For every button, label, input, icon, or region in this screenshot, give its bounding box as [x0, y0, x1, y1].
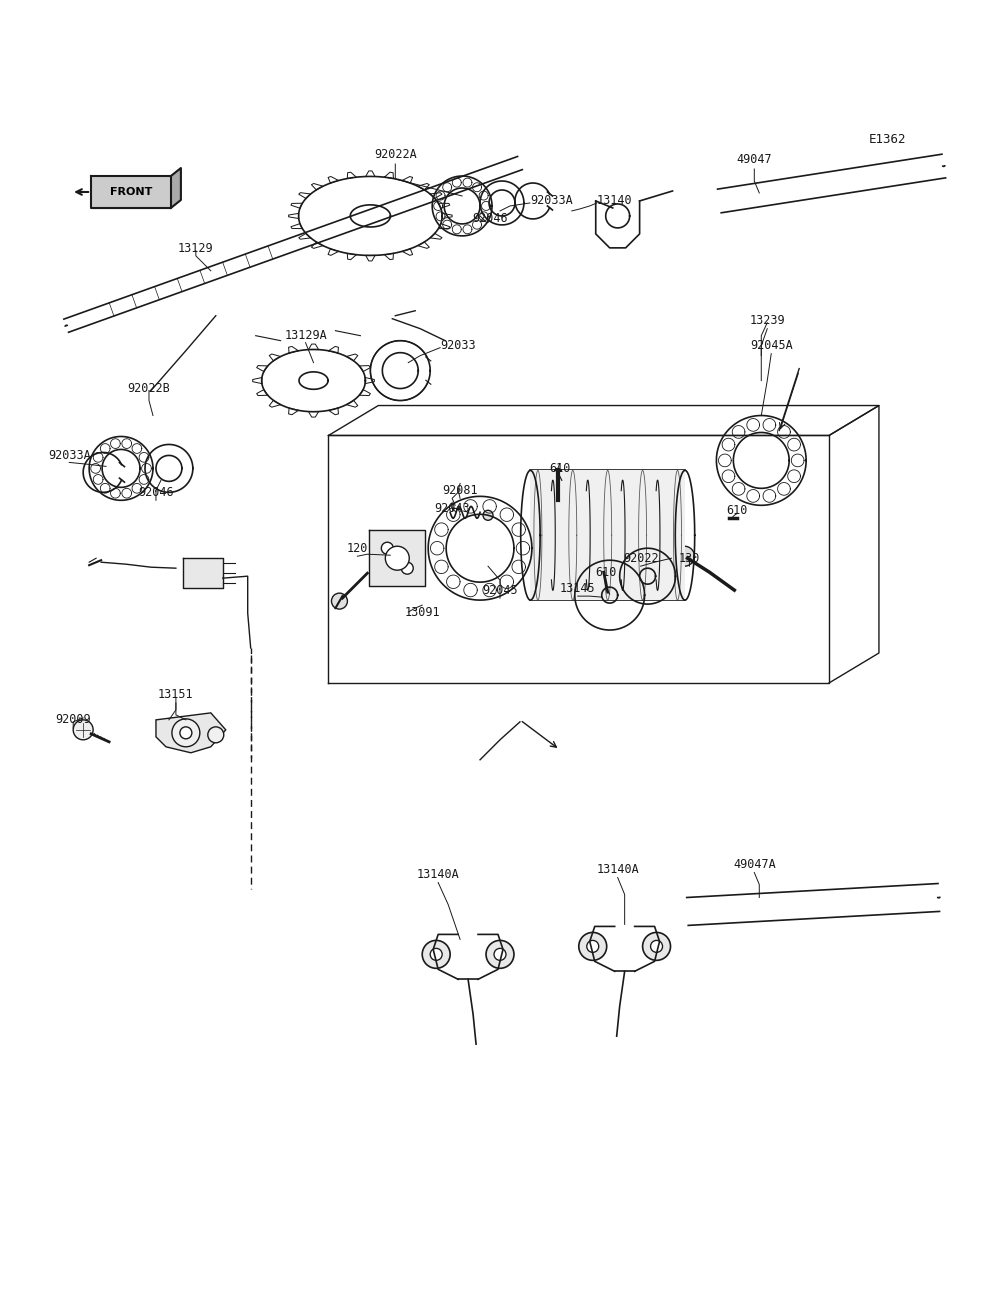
Circle shape [401, 562, 413, 574]
Circle shape [73, 719, 93, 740]
Polygon shape [171, 167, 181, 208]
Circle shape [172, 719, 200, 747]
Polygon shape [156, 713, 226, 753]
Text: 13140A: 13140A [417, 869, 460, 882]
Circle shape [180, 727, 192, 739]
Text: 92009: 92009 [55, 713, 91, 726]
Polygon shape [369, 530, 425, 586]
Text: 13239: 13239 [749, 314, 785, 327]
Text: 92033A: 92033A [48, 449, 91, 462]
Circle shape [381, 543, 393, 555]
Circle shape [483, 510, 493, 521]
Text: 92022: 92022 [623, 552, 658, 565]
Circle shape [651, 940, 663, 952]
Text: 13140A: 13140A [596, 863, 639, 876]
Polygon shape [91, 177, 171, 208]
Text: 120: 120 [347, 542, 368, 555]
Circle shape [675, 547, 694, 566]
Text: 92045: 92045 [482, 583, 518, 596]
Circle shape [579, 933, 607, 960]
Text: 92022B: 92022B [128, 382, 170, 395]
Circle shape [643, 933, 671, 960]
Text: 13140: 13140 [597, 195, 632, 208]
Text: 92043: 92043 [434, 502, 470, 515]
Text: 92046: 92046 [138, 485, 174, 498]
Text: 610: 610 [549, 462, 571, 475]
Text: 92033A: 92033A [530, 195, 573, 208]
Circle shape [430, 948, 442, 960]
Text: 610: 610 [595, 565, 616, 578]
Text: 13145: 13145 [560, 582, 596, 595]
Text: 92033: 92033 [440, 339, 476, 352]
Text: 92081: 92081 [442, 484, 478, 497]
Circle shape [385, 547, 409, 570]
Text: 130: 130 [679, 552, 700, 565]
Text: 610: 610 [727, 504, 748, 517]
Text: 13091: 13091 [404, 606, 440, 619]
Polygon shape [530, 471, 685, 600]
Polygon shape [183, 559, 223, 589]
Circle shape [494, 948, 506, 960]
Text: 13151: 13151 [158, 688, 194, 701]
Circle shape [208, 727, 224, 743]
Text: FRONT: FRONT [110, 187, 152, 198]
Circle shape [587, 940, 599, 952]
Text: 13129A: 13129A [284, 330, 327, 343]
Text: 13129: 13129 [178, 242, 214, 255]
Text: 92046: 92046 [472, 212, 508, 225]
Text: E1362: E1362 [869, 133, 906, 146]
Circle shape [331, 593, 347, 610]
Text: 92045A: 92045A [750, 339, 793, 352]
Text: 92022A: 92022A [374, 148, 417, 161]
Circle shape [422, 940, 450, 968]
Text: 49047: 49047 [736, 153, 772, 166]
Text: 49047A: 49047A [733, 858, 776, 871]
Circle shape [486, 940, 514, 968]
